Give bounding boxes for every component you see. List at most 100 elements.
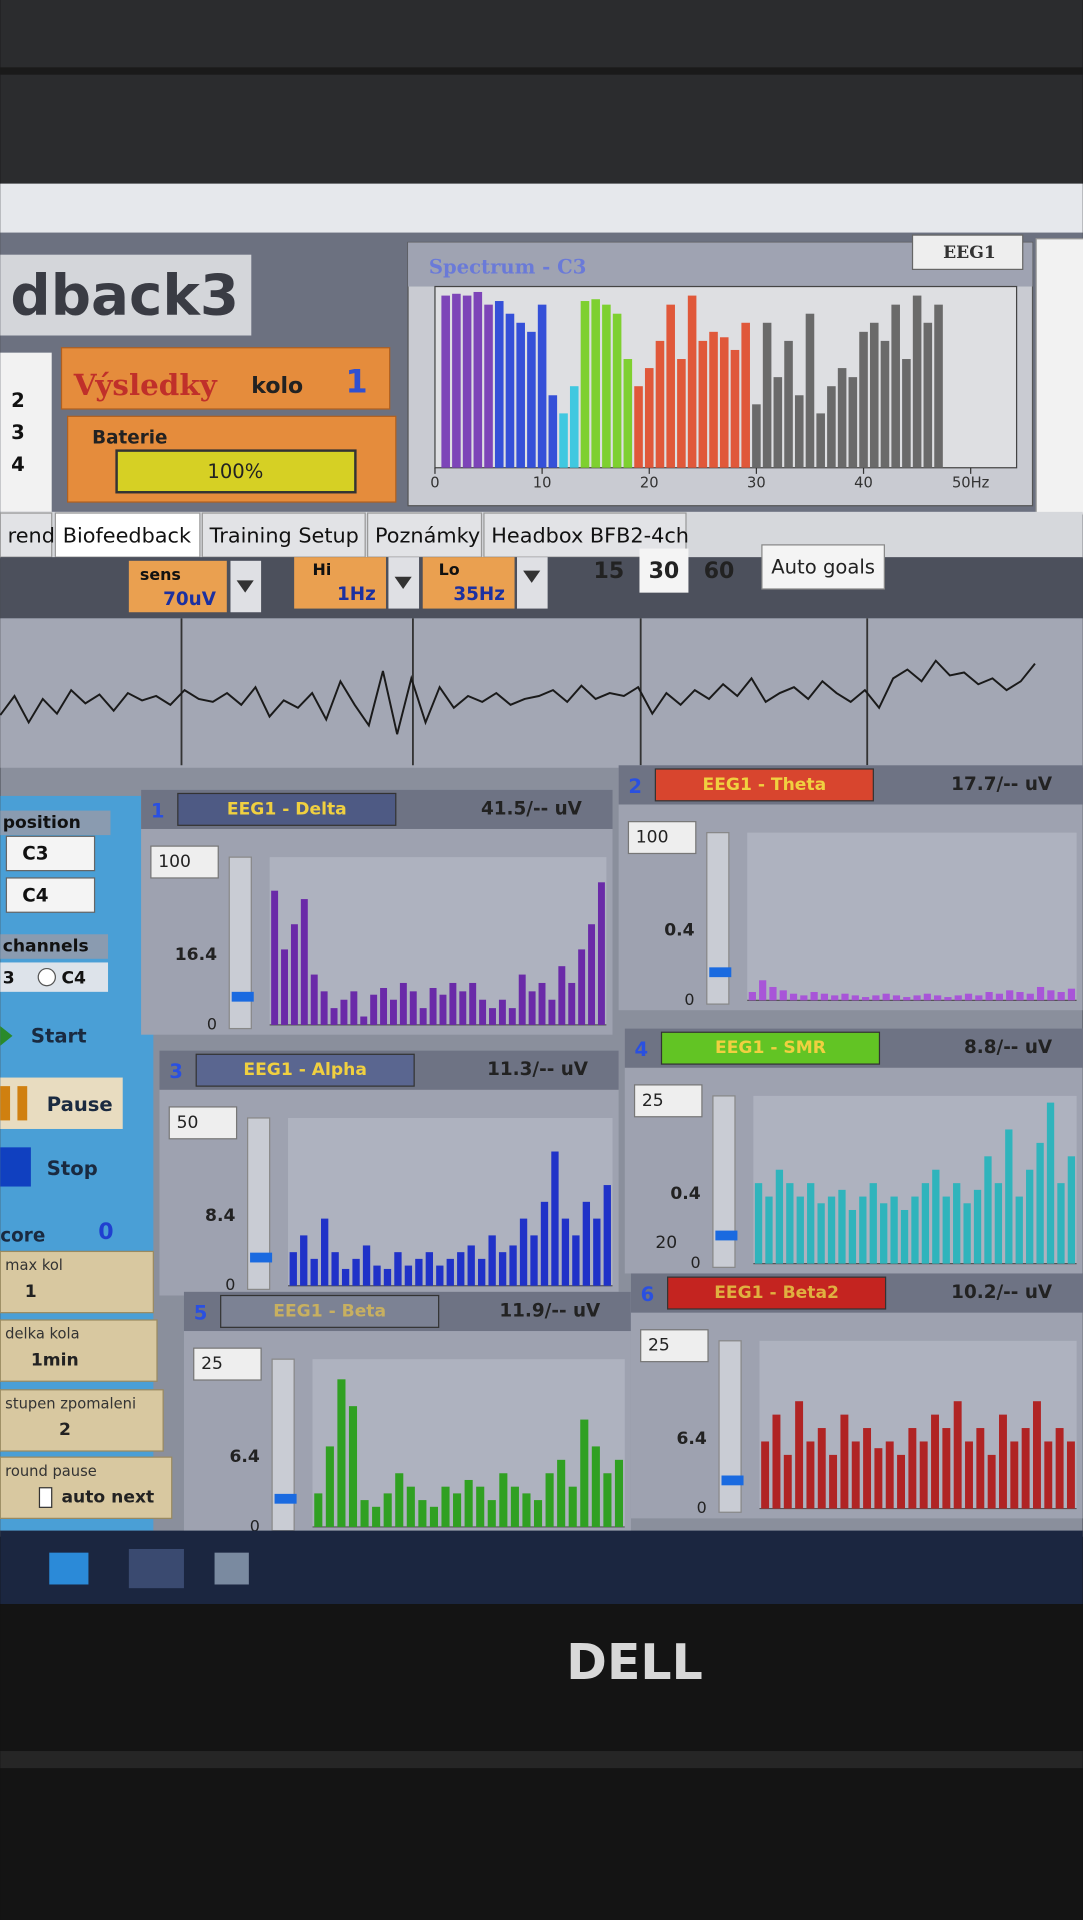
setting-box[interactable] — [0, 1389, 164, 1452]
taskbar-icon[interactable] — [214, 1552, 249, 1585]
scale-select[interactable] — [193, 1347, 262, 1381]
band-bar — [498, 999, 506, 1025]
slider-marker[interactable] — [721, 1475, 744, 1486]
slider-track[interactable] — [706, 832, 730, 1005]
band-bar — [593, 1218, 601, 1286]
scale-select[interactable] — [633, 1084, 703, 1118]
band-bar — [963, 1203, 971, 1264]
eeg-area — [0, 618, 1083, 768]
window-button[interactable]: 30 — [649, 559, 680, 584]
band-bar — [1046, 1102, 1055, 1264]
taskbar-icon[interactable] — [49, 1552, 89, 1585]
band-bar — [1057, 1183, 1065, 1264]
slider-marker[interactable] — [274, 1493, 297, 1504]
auto-goals-label[interactable]: Auto goals — [771, 556, 875, 579]
scale-select[interactable] — [627, 821, 697, 855]
spectrum-bar — [441, 295, 450, 468]
scale-select[interactable] — [640, 1329, 709, 1363]
spectrum-bar — [923, 322, 933, 468]
band-bar — [761, 1441, 770, 1509]
slider-track[interactable] — [712, 1095, 736, 1268]
slider-track[interactable] — [247, 1117, 271, 1290]
auto-goals-button[interactable] — [761, 544, 885, 590]
scale-value[interactable]: 50 — [177, 1113, 199, 1133]
threshold-label: 0.4 — [670, 1184, 700, 1204]
band-bar — [557, 1459, 566, 1527]
spectrum-bar — [494, 301, 504, 468]
slider-track[interactable] — [718, 1340, 742, 1513]
stop-icon[interactable] — [0, 1147, 31, 1187]
scale-select[interactable] — [168, 1106, 238, 1140]
band-bar — [872, 995, 880, 1001]
band-bar — [441, 1486, 450, 1527]
spectrum-bar — [741, 322, 750, 468]
slider-track[interactable] — [228, 856, 252, 1030]
band-name: EEG1 - Beta2 — [714, 1283, 839, 1303]
window-button[interactable]: 60 — [704, 559, 735, 584]
slider-marker[interactable] — [709, 967, 732, 978]
spectrum-tick-label: 0 — [430, 475, 439, 492]
pause-label[interactable]: Pause — [47, 1093, 113, 1116]
hi-box[interactable] — [294, 557, 386, 609]
band-bar — [874, 1448, 883, 1509]
play-icon — [0, 1026, 13, 1046]
taskbar-icon[interactable] — [128, 1548, 184, 1589]
tab[interactable] — [201, 512, 366, 558]
dropdown-arrow[interactable] — [517, 557, 548, 609]
setting-box[interactable] — [0, 1319, 158, 1382]
checkbox[interactable] — [38, 1487, 53, 1508]
band-bar — [597, 882, 605, 1025]
band-bar — [314, 1493, 323, 1527]
left-number: 2 — [11, 389, 25, 412]
slider-marker[interactable] — [715, 1230, 738, 1241]
band-bar — [759, 980, 767, 1001]
channel-a-select[interactable] — [5, 835, 96, 872]
tab[interactable] — [54, 512, 201, 558]
window-30-box[interactable] — [639, 548, 689, 593]
band-bar — [603, 1185, 611, 1286]
channel-b-select[interactable] — [5, 877, 96, 913]
position-header — [0, 810, 111, 836]
channel-select[interactable] — [911, 234, 1024, 270]
window-button[interactable]: 15 — [594, 559, 625, 584]
scale-select[interactable] — [150, 845, 219, 879]
band-bar — [786, 1183, 794, 1264]
band-bar — [510, 1486, 519, 1527]
tab[interactable] — [0, 512, 53, 558]
start-button[interactable]: Start — [31, 1025, 87, 1048]
band-bar — [572, 1235, 580, 1286]
slider-marker[interactable] — [231, 991, 254, 1002]
sens-box[interactable] — [128, 560, 227, 613]
band-bar — [464, 1479, 473, 1527]
band-bar — [350, 991, 358, 1025]
band-bar — [479, 999, 487, 1025]
setting-box[interactable] — [0, 1456, 173, 1519]
setting-box[interactable] — [0, 1250, 154, 1314]
band-bar — [370, 994, 378, 1025]
scale-value[interactable]: 25 — [642, 1091, 664, 1111]
scale-value[interactable]: 25 — [201, 1354, 223, 1374]
band-bar — [944, 997, 952, 1001]
radio[interactable] — [37, 967, 56, 987]
band-bar — [360, 1016, 368, 1025]
band-reading: 11.3/-- uV — [487, 1059, 589, 1080]
band-bar — [775, 1169, 784, 1264]
threshold-label: 16.4 — [175, 945, 217, 965]
spectrum-bar — [902, 359, 911, 468]
band-bar — [325, 1446, 334, 1527]
scale-value[interactable]: 100 — [158, 852, 191, 872]
arrow-icon — [236, 580, 254, 593]
pause-icon — [17, 1086, 28, 1121]
channels-a: 3 — [3, 968, 15, 988]
scale-value[interactable]: 100 — [636, 828, 669, 848]
band-bar — [964, 993, 973, 1001]
band-bar — [976, 1428, 985, 1509]
stop-label[interactable]: Stop — [47, 1157, 98, 1180]
lo-box[interactable] — [422, 557, 515, 609]
scale-value[interactable]: 25 — [648, 1336, 670, 1356]
zero-label: 0 — [225, 1275, 235, 1294]
slider-marker[interactable] — [250, 1252, 273, 1263]
slider-track[interactable] — [271, 1358, 295, 1532]
spectrum-bar — [666, 304, 675, 468]
setting-label: stupen zpomaleni — [5, 1395, 136, 1412]
